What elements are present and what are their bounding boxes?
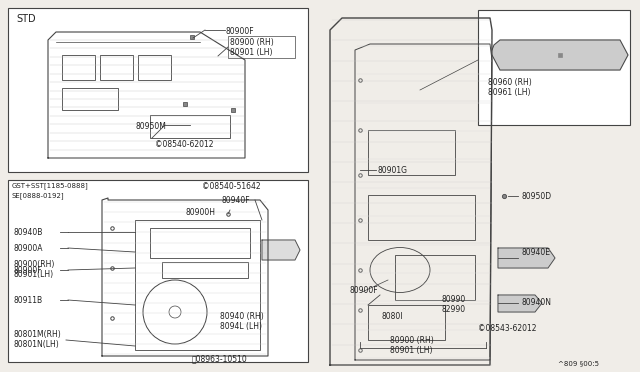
Text: 80900F: 80900F: [14, 266, 43, 275]
Polygon shape: [492, 40, 628, 70]
Polygon shape: [498, 295, 542, 312]
Text: 80940B: 80940B: [14, 228, 44, 237]
Bar: [150, 115, 230, 138]
Text: 80900(RH): 80900(RH): [14, 260, 56, 269]
Text: 80901 (LH): 80901 (LH): [390, 346, 433, 355]
Polygon shape: [262, 240, 300, 260]
Text: SE[0888-0192]: SE[0888-0192]: [12, 192, 65, 199]
Text: 82990: 82990: [442, 305, 466, 314]
Text: 80961 (LH): 80961 (LH): [488, 88, 531, 97]
Text: 8080I: 8080I: [382, 312, 403, 321]
Text: 80900H: 80900H: [186, 208, 216, 217]
Text: 80911B: 80911B: [14, 296, 43, 305]
Text: ©08540-62012: ©08540-62012: [155, 140, 214, 149]
Bar: [100, 55, 133, 80]
Text: 80900A: 80900A: [14, 244, 44, 253]
Text: 80940N: 80940N: [522, 298, 552, 307]
Polygon shape: [498, 248, 555, 268]
Bar: [228, 36, 295, 58]
Bar: [8, 180, 308, 362]
Bar: [395, 255, 475, 300]
Text: 80940 (RH): 80940 (RH): [220, 312, 264, 321]
Text: 80950M: 80950M: [136, 122, 167, 131]
Text: ©08543-62012: ©08543-62012: [478, 324, 536, 333]
Text: ^809 §00:5: ^809 §00:5: [558, 360, 599, 366]
Text: 80960 (RH): 80960 (RH): [488, 78, 532, 87]
Text: 80901G: 80901G: [378, 166, 408, 175]
Bar: [368, 130, 455, 175]
Bar: [8, 8, 308, 172]
Text: ©08540-51642: ©08540-51642: [202, 182, 260, 191]
Text: GST+SST[1185-0888]: GST+SST[1185-0888]: [12, 182, 89, 189]
Text: ⓝ08963-10510: ⓝ08963-10510: [192, 354, 248, 363]
Text: 80901(LH): 80901(LH): [14, 270, 54, 279]
Bar: [138, 55, 171, 80]
Text: 8094L (LH): 8094L (LH): [220, 322, 262, 331]
Text: 80801M(RH): 80801M(RH): [14, 330, 61, 339]
Text: 80940F: 80940F: [222, 196, 251, 205]
Text: 80900 (RH): 80900 (RH): [230, 38, 274, 47]
Bar: [150, 228, 250, 258]
Text: 80950D: 80950D: [522, 192, 552, 201]
Text: 80900 (RH): 80900 (RH): [390, 336, 434, 345]
Text: 80901 (LH): 80901 (LH): [230, 48, 273, 57]
Text: 80940E: 80940E: [522, 248, 551, 257]
Text: 80801N(LH): 80801N(LH): [14, 340, 60, 349]
Bar: [478, 10, 630, 125]
Bar: [135, 220, 260, 350]
Text: STD: STD: [16, 14, 36, 24]
Bar: [162, 262, 248, 278]
Text: 80990: 80990: [442, 295, 467, 304]
Text: 80900F: 80900F: [350, 286, 379, 295]
Bar: [368, 195, 475, 240]
Bar: [62, 88, 118, 110]
Bar: [368, 305, 445, 340]
Text: 80900F: 80900F: [226, 27, 255, 36]
Bar: [62, 55, 95, 80]
